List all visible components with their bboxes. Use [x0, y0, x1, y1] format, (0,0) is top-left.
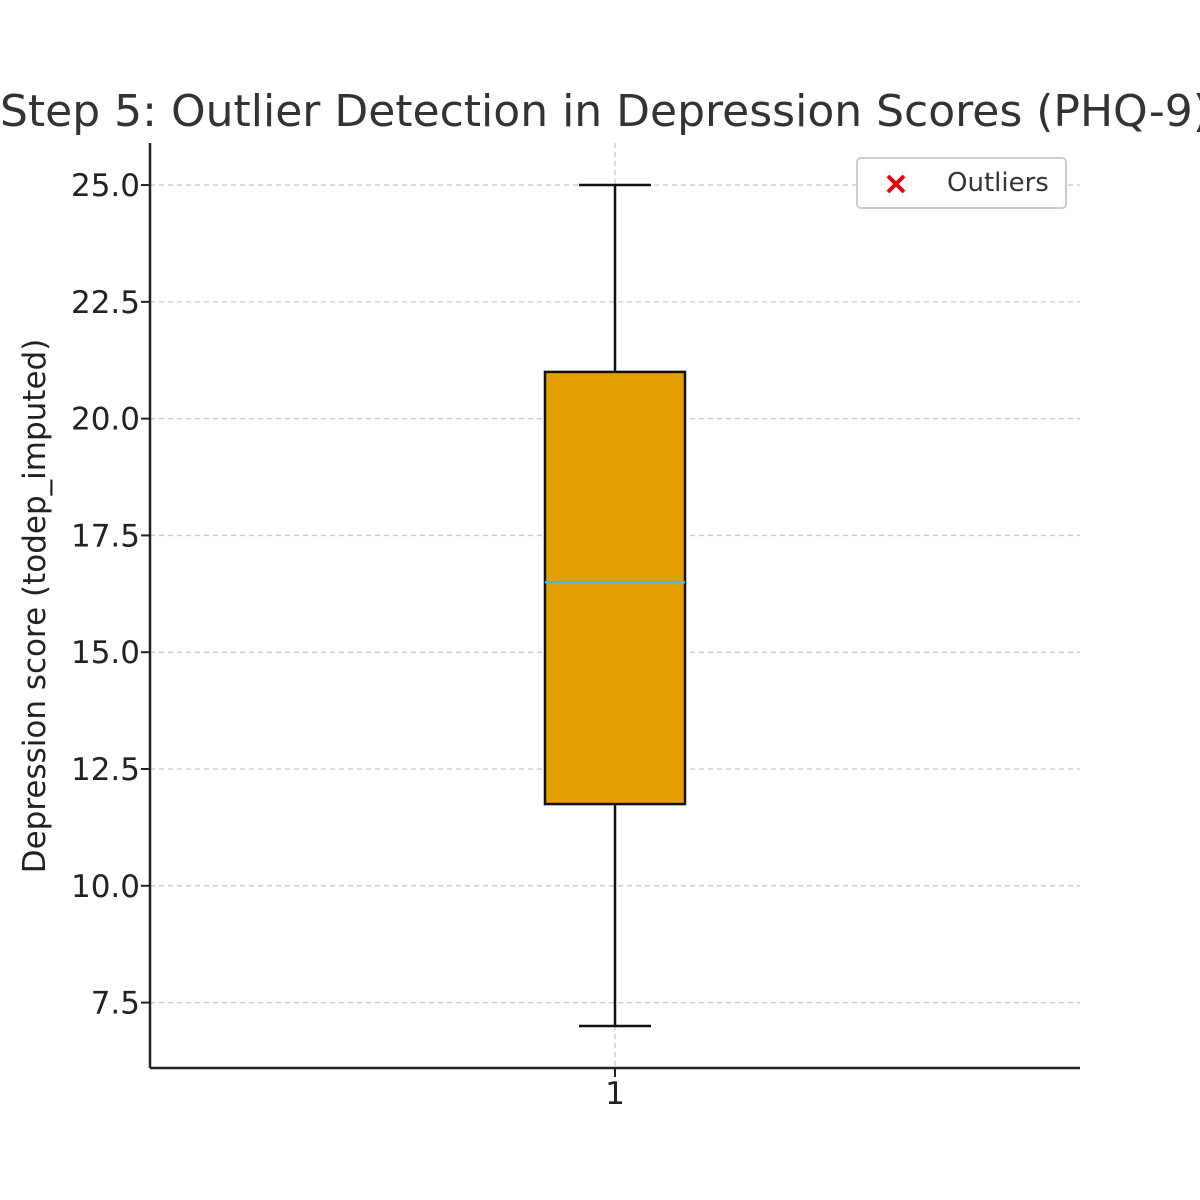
- x-tick-label: 1: [605, 1076, 625, 1112]
- y-tick-label: 25.0: [71, 168, 140, 204]
- y-tick-label: 12.5: [71, 752, 140, 788]
- legend-x-stroke: [886, 174, 906, 194]
- y-axis-label: Depression score (todep_imputed): [17, 339, 53, 874]
- y-tick-label: 22.5: [71, 285, 140, 321]
- chart-title: Step 5: Outlier Detection in Depression …: [0, 86, 1200, 137]
- y-axis-ticks: 7.5 10.0 12.5 15.0 17.5 20.0 22.5 25.0: [71, 168, 150, 1022]
- legend: Outliers: [856, 157, 1067, 209]
- box-iqr: [543, 370, 687, 806]
- box-series: [543, 183, 687, 1028]
- y-tick-label: 15.0: [71, 635, 140, 671]
- x-axis-ticks: 1: [605, 1068, 625, 1112]
- legend-outlier-x-icon: [886, 174, 906, 194]
- y-tick-label: 7.5: [91, 986, 140, 1022]
- y-tick-label: 17.5: [71, 518, 140, 554]
- legend-label-outliers: Outliers: [947, 168, 1049, 198]
- legend-frame: [856, 157, 1067, 209]
- y-tick-label: 10.0: [71, 869, 140, 905]
- y-tick-label: 20.0: [71, 402, 140, 438]
